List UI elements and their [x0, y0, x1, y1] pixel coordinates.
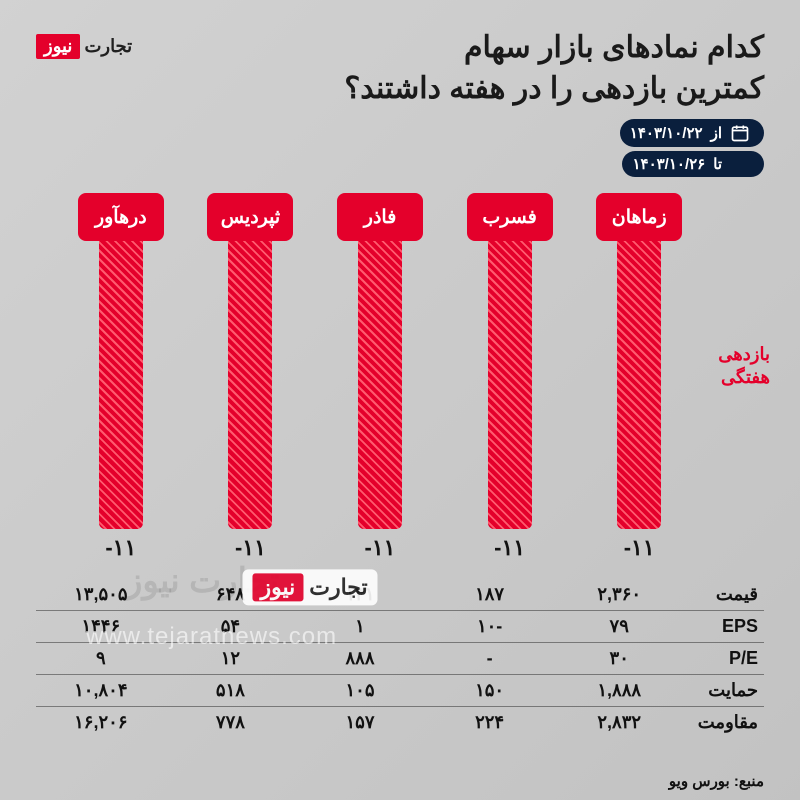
- table-cell: ۱۰۵: [295, 675, 425, 707]
- bar-body: [488, 239, 532, 529]
- date-from-value: ۱۴۰۳/۱۰/۲۲: [630, 124, 703, 142]
- table-cell: ۱۸۷: [425, 579, 555, 611]
- bar-head: درهآور: [78, 193, 164, 241]
- bar-body: [617, 239, 661, 529]
- date-to-prefix: تا: [713, 155, 722, 173]
- watermark-word-red: نیوز: [252, 573, 303, 601]
- title-line-1: کدام نمادهای بازار سهام: [344, 28, 764, 69]
- source-label: منبع:: [734, 773, 764, 790]
- bar-body: [228, 239, 272, 529]
- title-block: کدام نمادهای بازار سهام کمترین بازدهی را…: [344, 28, 764, 109]
- bar-value: -۱۱: [365, 535, 396, 561]
- bar-value: -۱۱: [494, 535, 525, 561]
- table-cell: -: [425, 643, 555, 675]
- date-to-value: ۱۴۰۳/۱۰/۲۶: [632, 155, 705, 173]
- y-axis-label-l2: هفتگی: [710, 366, 770, 389]
- bar-head: فسرب: [467, 193, 553, 241]
- bar-head: فاذر: [337, 193, 423, 241]
- row-label: حمایت: [684, 675, 764, 707]
- date-from-pill: از ۱۴۰۳/۱۰/۲۲: [620, 119, 764, 147]
- date-range: از ۱۴۰۳/۱۰/۲۲ تا ۱۴۰۳/۱۰/۲۶: [36, 119, 764, 181]
- table-cell: ۱,۸۸۸: [554, 675, 684, 707]
- row-label: مقاومت: [684, 707, 764, 739]
- bar-body: [358, 239, 402, 529]
- table-cell: ۳۰: [554, 643, 684, 675]
- y-axis-label: بازدهی هفتگی: [710, 343, 770, 390]
- logo-word-red: نیوز: [36, 34, 80, 59]
- brand-logo: تجارت نیوز: [36, 34, 132, 59]
- bar-col: فاذر -۱۱: [335, 193, 425, 561]
- row-label: P/E: [684, 643, 764, 675]
- date-from-prefix: از: [711, 124, 722, 142]
- bar-chart: بازدهی هفتگی زماهان-۱۱فسرب-۱۱فاذر-۱۱ثپرد…: [36, 193, 764, 573]
- table-cell: ۱۵۷: [295, 707, 425, 739]
- header: کدام نمادهای بازار سهام کمترین بازدهی را…: [36, 28, 764, 109]
- calendar-icon: [730, 123, 750, 143]
- watermark-word-dark: تجارت: [305, 574, 367, 600]
- logo-word-dark: تجارت: [80, 36, 132, 57]
- table-cell: ۲,۸۳۲: [554, 707, 684, 739]
- table-cell: ۱۵۰: [425, 675, 555, 707]
- table-row: حمایت۱,۸۸۸۱۵۰۱۰۵۵۱۸۱۰,۸۰۴: [36, 675, 764, 707]
- table-cell: ۷۹: [554, 611, 684, 643]
- bar-value: -۱۱: [624, 535, 655, 561]
- bar-body: [99, 239, 143, 529]
- watermark-brand-center: تجارت نیوز: [242, 569, 377, 605]
- bar-col: فسرب -۱۱: [465, 193, 555, 561]
- table-cell: ۲۲۴: [425, 707, 555, 739]
- data-table: قیمت۲,۳۶۰۱۸۷۱۳۱۶۴۸۱۳,۵۰۵EPS۷۹-۱۰۱۵۴۱۴۴۶P…: [36, 579, 764, 738]
- table-cell: ۷۷۸: [166, 707, 296, 739]
- bar-value: -۱۱: [105, 535, 136, 561]
- row-label: EPS: [684, 611, 764, 643]
- table-cell: -۱۰: [425, 611, 555, 643]
- y-axis-label-l1: بازدهی: [710, 343, 770, 366]
- watermark-url: www.tejaratnews.com: [86, 623, 337, 651]
- source-value: بورس ویو: [669, 773, 730, 790]
- title-line-2: کمترین بازدهی را در هفته داشتند؟: [344, 69, 764, 110]
- table-cell: ۵۱۸: [166, 675, 296, 707]
- bar-head: ثپردیس: [207, 193, 293, 241]
- date-to-pill: تا ۱۴۰۳/۱۰/۲۶: [622, 151, 764, 177]
- bar-head: زماهان: [596, 193, 682, 241]
- table-cell: ۲,۳۶۰: [554, 579, 684, 611]
- source-line: منبع: بورس ویو: [669, 772, 764, 790]
- bar-col: زماهان -۱۱: [594, 193, 684, 561]
- bar-col: درهآور -۱۱: [76, 193, 166, 561]
- table-cell: ۱۶,۲۰۶: [36, 707, 166, 739]
- bar-value: -۱۱: [235, 535, 266, 561]
- table-cell: ۱۰,۸۰۴: [36, 675, 166, 707]
- row-label: قیمت: [684, 579, 764, 611]
- table-row: مقاومت۲,۸۳۲۲۲۴۱۵۷۷۷۸۱۶,۲۰۶: [36, 707, 764, 739]
- bar-col: ثپردیس -۱۱: [205, 193, 295, 561]
